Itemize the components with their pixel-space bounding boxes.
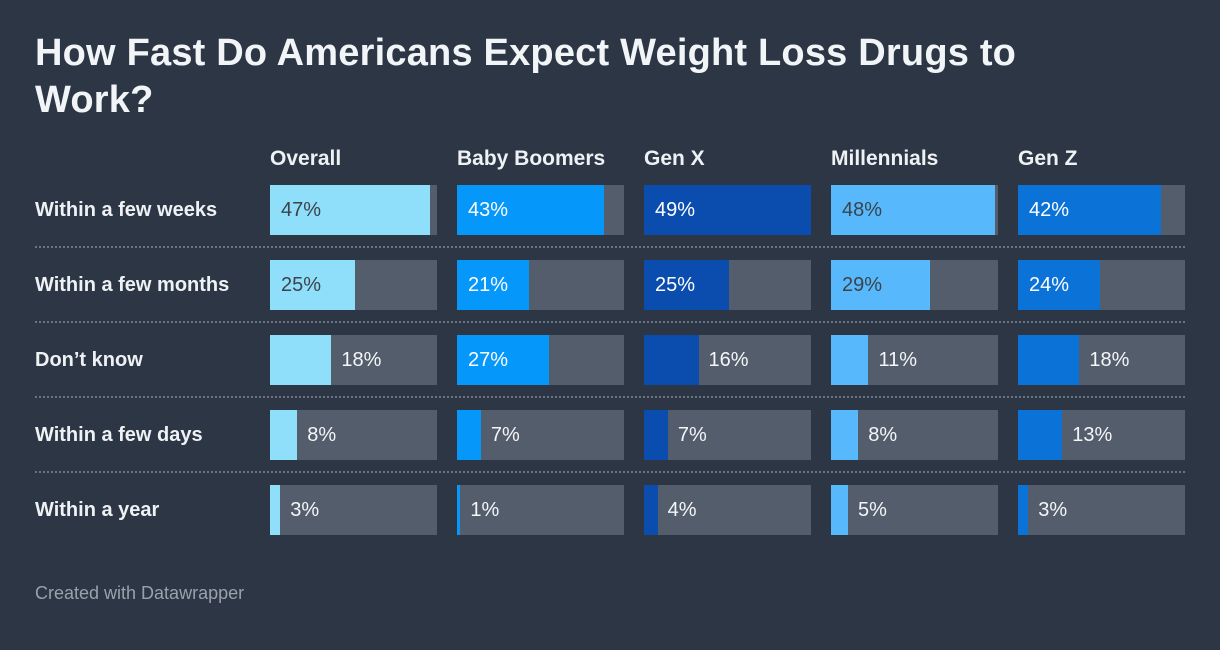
bar-fill-baby-boomers (457, 335, 550, 386)
bar-fill-overall (270, 260, 356, 311)
value-label: 18% (341, 348, 382, 371)
row-label-within-a-few-weeks: Within a few weeks (35, 198, 218, 221)
bar-track-gen-x: 25% (644, 260, 811, 311)
bar-fill-gen-z (1018, 485, 1029, 536)
column-header-baby-boomers: Baby Boomers (457, 147, 606, 171)
bar-fill-overall (270, 185, 431, 236)
bar-fill-baby-boomers (457, 410, 481, 461)
value-label: 25% (281, 273, 322, 296)
value-label: 29% (842, 273, 883, 296)
value-label: 47% (281, 198, 322, 221)
row-label-within-a-few-days: Within a few days (35, 423, 203, 446)
header-spacer (35, 166, 250, 167)
bar-fill-gen-z (1018, 335, 1080, 386)
bar-track-millennials: 48% (831, 185, 998, 236)
bar-track-overall: 25% (270, 260, 437, 311)
bar-fill-gen-z (1018, 185, 1162, 236)
bar-fill-gen-z (1018, 410, 1063, 461)
bar-track-gen-z: 13% (1018, 410, 1185, 461)
value-label: 3% (1038, 498, 1068, 521)
value-label: 11% (878, 348, 918, 371)
attribution: Created with Datawrapper (35, 583, 245, 604)
bar-track-millennials: 5% (831, 485, 998, 536)
value-label: 49% (655, 198, 696, 221)
value-label: 18% (1089, 348, 1130, 371)
value-label: 4% (667, 498, 697, 521)
bar-grid: Overall Baby Boomers Gen X Millennials Gen Z… (35, 147, 1185, 536)
bar-track-baby-boomers: 43% (457, 185, 624, 236)
bar-fill-millennials (831, 410, 859, 461)
bar-fill-baby-boomers (457, 485, 461, 536)
bar-track-baby-boomers: 7% (457, 410, 624, 461)
bar-track-overall: 47% (270, 185, 437, 236)
bar-fill-gen-x (644, 485, 658, 536)
value-label: 24% (1029, 273, 1070, 296)
bar-fill-overall (270, 335, 332, 386)
value-label: 42% (1029, 198, 1070, 221)
bar-fill-millennials (831, 185, 995, 236)
value-label: 8% (307, 423, 337, 446)
bar-fill-gen-z (1018, 260, 1100, 311)
row-divider (35, 246, 1185, 249)
bar-track-millennials: 29% (831, 260, 998, 311)
bar-track-gen-x: 49% (644, 185, 811, 236)
bar-track-millennials: 8% (831, 410, 998, 461)
bar-track-baby-boomers: 21% (457, 260, 624, 311)
column-header-millennials: Millennials (831, 147, 939, 171)
value-label: 13% (1072, 423, 1113, 446)
column-header-gen-z: Gen Z (1018, 147, 1078, 171)
bar-fill-gen-x (644, 260, 730, 311)
value-label: 48% (842, 198, 883, 221)
bar-track-baby-boomers: 27% (457, 335, 624, 386)
value-label: 7% (490, 423, 520, 446)
bar-track-overall: 18% (270, 335, 437, 386)
row-divider (35, 321, 1185, 324)
value-label: 5% (858, 498, 887, 521)
bar-track-gen-x: 16% (644, 335, 811, 386)
row-label-within-a-few-months: Within a few months (35, 273, 230, 296)
bar-track-gen-z: 18% (1018, 335, 1185, 386)
column-header-gen-x: Gen X (644, 147, 705, 171)
bar-fill-overall (270, 485, 281, 536)
bar-fill-gen-x (644, 185, 811, 236)
bar-track-millennials: 11% (831, 335, 998, 386)
bar-fill-gen-x (644, 410, 668, 461)
value-label: 21% (468, 273, 509, 296)
bar-track-gen-x: 4% (644, 485, 811, 536)
bar-fill-millennials (831, 485, 849, 536)
bar-track-gen-x: 7% (644, 410, 811, 461)
value-label: 16% (708, 348, 749, 371)
value-label: 1% (470, 498, 500, 521)
bar-track-baby-boomers: 1% (457, 485, 624, 536)
value-label: 7% (677, 423, 707, 446)
bar-fill-baby-boomers (457, 260, 529, 311)
value-label: 25% (655, 273, 696, 296)
column-header-overall: Overall (270, 147, 342, 171)
chart-title: How Fast Do Americans Expect Weight Loss… (35, 32, 1017, 121)
bar-fill-gen-x (644, 335, 699, 386)
bar-track-gen-z: 24% (1018, 260, 1185, 311)
bar-track-overall: 8% (270, 410, 437, 461)
value-label: 43% (468, 198, 509, 221)
bar-fill-overall (270, 410, 298, 461)
value-label: 8% (868, 423, 898, 446)
row-divider (35, 396, 1185, 399)
bar-track-gen-z: 3% (1018, 485, 1185, 536)
value-label: 27% (468, 348, 509, 371)
bar-fill-baby-boomers (457, 185, 604, 236)
bar-track-gen-z: 42% (1018, 185, 1185, 236)
bar-track-overall: 3% (270, 485, 437, 536)
bar-fill-millennials (831, 335, 869, 386)
value-label: 3% (290, 498, 320, 521)
row-divider (35, 471, 1185, 474)
row-label-within-a-year: Within a year (35, 498, 160, 521)
bar-fill-millennials (831, 260, 930, 311)
row-label-don-t-know: Don’t know (35, 348, 143, 371)
